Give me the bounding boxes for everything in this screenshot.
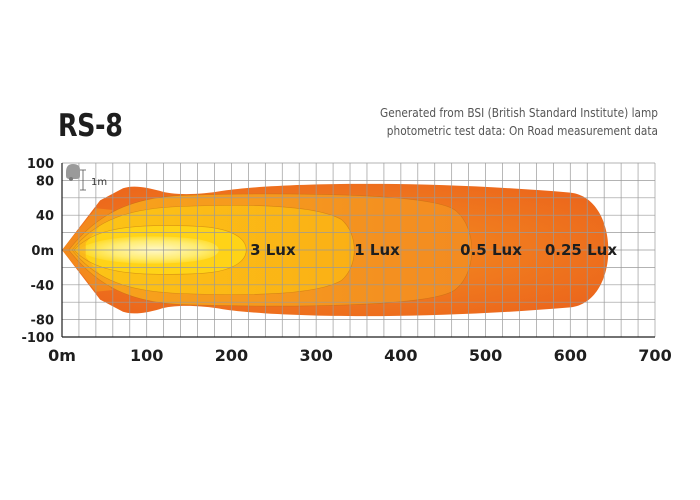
x-tick-label: 500 (469, 346, 502, 365)
y-tick-label: 0m (31, 244, 54, 259)
x-tick-label: 100 (130, 346, 163, 365)
x-tick-label: 400 (384, 346, 417, 365)
subtitle-line-2: photometric test data: On Road measureme… (386, 124, 658, 138)
y-tick-label: -40 (31, 279, 55, 294)
y-tick-label: 100 (27, 157, 54, 172)
isolux-label: 0.5 Lux (460, 241, 522, 259)
isolux-label: 0.25 Lux (545, 241, 617, 259)
x-tick-label: 200 (215, 346, 248, 365)
y-tick-label: -100 (21, 331, 54, 346)
isolux-label: 1 Lux (354, 241, 400, 259)
vehicle-wheel-icon (69, 177, 73, 181)
isolux-label: 3 Lux (250, 241, 296, 259)
scale-label: 1m (91, 177, 107, 188)
y-tick-label: -80 (31, 314, 55, 329)
y-tick-label: 40 (36, 209, 54, 224)
y-tick-label: 80 (36, 174, 54, 189)
x-tick-label: 300 (299, 346, 332, 365)
chart-subtitle: Generated from BSI (British Standard Ins… (376, 104, 658, 140)
x-tick-label: 600 (554, 346, 587, 365)
chart-title: RS-8 (58, 108, 123, 144)
vehicle-icon (66, 164, 80, 179)
grid-layer (61, 162, 656, 338)
subtitle-line-1: Generated from BSI (British Standard Ins… (380, 106, 658, 120)
x-tick-label: 700 (638, 346, 671, 365)
x-tick-label: 0m (48, 346, 76, 365)
label-layer: 3 Lux 1 Lux 0.5 Lux 0.25 Lux (250, 241, 617, 259)
